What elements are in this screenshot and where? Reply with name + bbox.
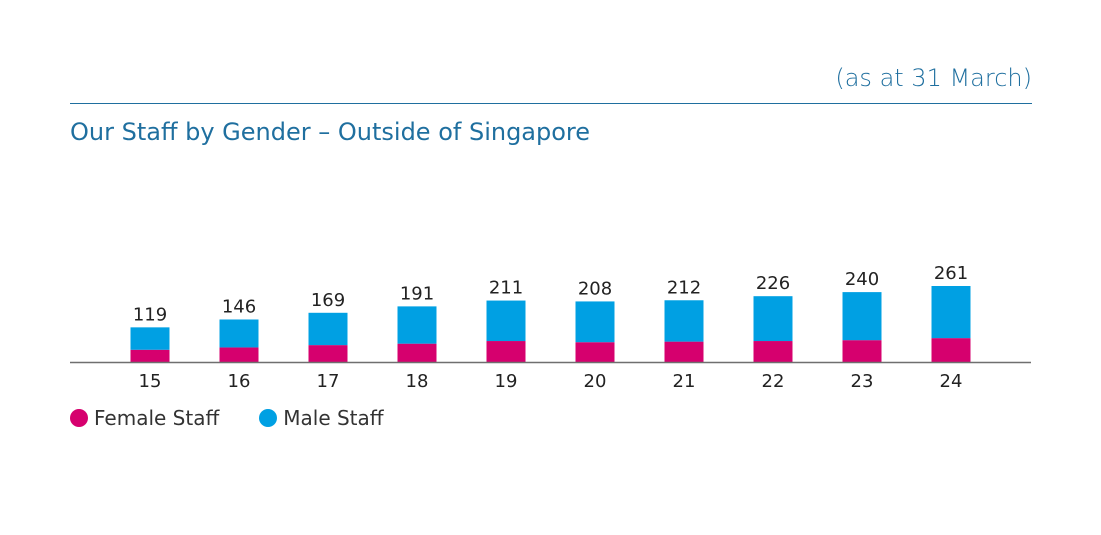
bar-male-19 bbox=[486, 300, 526, 342]
bar-male-15 bbox=[130, 327, 170, 350]
bar-male-17 bbox=[308, 312, 348, 346]
x-tick-label-17: 17 bbox=[317, 371, 340, 392]
total-label-20: 208 bbox=[578, 278, 612, 299]
bar-female-21 bbox=[664, 341, 704, 362]
total-label-22: 226 bbox=[756, 273, 790, 294]
x-tick-label-22: 22 bbox=[762, 371, 785, 392]
legend-label-female: Female Staff bbox=[94, 406, 220, 430]
total-label-18: 191 bbox=[400, 283, 434, 304]
male-legend-swatch bbox=[259, 409, 278, 427]
total-label-21: 212 bbox=[667, 277, 701, 298]
bar-male-20 bbox=[575, 301, 615, 343]
bar-female-18 bbox=[397, 343, 437, 362]
female-legend-swatch bbox=[70, 409, 88, 427]
total-label-23: 240 bbox=[845, 269, 879, 290]
bar-female-17 bbox=[308, 345, 348, 362]
bar-female-22 bbox=[753, 341, 793, 362]
bar-male-18 bbox=[397, 306, 437, 344]
date-note: (as at 31 March) bbox=[835, 64, 1032, 92]
legend-item-female: Female Staff bbox=[70, 406, 219, 430]
bar-female-20 bbox=[575, 342, 615, 362]
header-divider bbox=[70, 103, 1032, 104]
total-label-15: 119 bbox=[133, 304, 167, 325]
x-tick-label-23: 23 bbox=[851, 371, 874, 392]
bar-female-24 bbox=[931, 338, 971, 362]
bar-male-24 bbox=[931, 286, 971, 339]
x-tick-label-19: 19 bbox=[495, 371, 518, 392]
x-tick-label-15: 15 bbox=[139, 371, 162, 392]
bar-male-22 bbox=[753, 296, 793, 342]
x-tick-label-16: 16 bbox=[228, 371, 251, 392]
total-label-16: 146 bbox=[222, 296, 256, 317]
bar-male-21 bbox=[664, 300, 704, 342]
x-tick-label-20: 20 bbox=[584, 371, 607, 392]
x-tick-label-21: 21 bbox=[673, 371, 696, 392]
total-label-17: 169 bbox=[311, 290, 345, 311]
x-tick-label-24: 24 bbox=[940, 371, 963, 392]
x-tick-label-18: 18 bbox=[406, 371, 429, 392]
chart-legend: Female Staff Male Staff bbox=[70, 406, 424, 430]
chart-title: Our Staff by Gender – Outside of Singapo… bbox=[70, 118, 591, 146]
bar-female-19 bbox=[486, 341, 526, 362]
legend-label-male: Male Staff bbox=[283, 406, 384, 430]
bar-male-23 bbox=[842, 292, 882, 341]
bar-female-15 bbox=[130, 349, 170, 362]
legend-item-male: Male Staff bbox=[259, 406, 384, 430]
bar-female-23 bbox=[842, 340, 882, 362]
total-label-24: 261 bbox=[934, 263, 968, 284]
total-label-19: 211 bbox=[489, 278, 523, 299]
bar-female-16 bbox=[219, 347, 259, 362]
bar-male-16 bbox=[219, 319, 259, 348]
